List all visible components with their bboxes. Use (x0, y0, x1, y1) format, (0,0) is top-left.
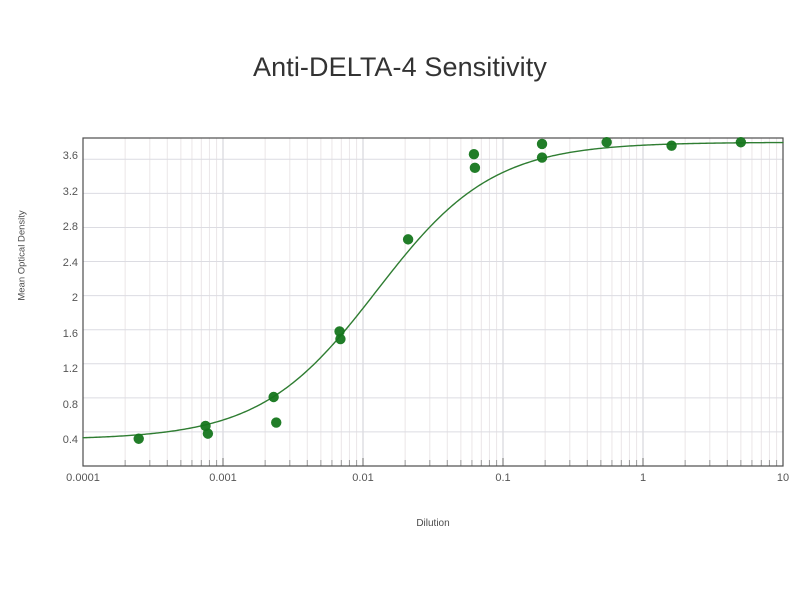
y-tick-label: 0.4 (62, 434, 78, 446)
major-vertical-gridlines (82, 138, 784, 466)
data-point (536, 152, 548, 163)
minor-gridlines (124, 138, 778, 466)
data-point (271, 417, 282, 428)
plot-border (82, 137, 784, 467)
data-point-group (133, 137, 747, 444)
data-point (468, 148, 480, 160)
y-tick-label: 2.8 (62, 221, 78, 233)
x-tick-label: 0.001 (209, 472, 237, 484)
data-point (268, 391, 279, 403)
fit-curve (82, 141, 784, 439)
data-point (402, 234, 414, 245)
data-point (202, 428, 214, 439)
x-axis-title: Dilution (416, 518, 450, 529)
x-tick-label: 0.1 (495, 472, 511, 484)
x-tick-label: 0.0001 (66, 472, 100, 484)
y-axis-tick-labels: 3.6 3.2 2.8 2.4 2 1.6 1.2 0.8 0.4 (16, 0, 78, 600)
y-tick-label: 3.6 (62, 150, 78, 162)
data-point (133, 433, 144, 444)
data-point (334, 326, 345, 337)
x-tick-label: 10 (776, 472, 790, 484)
data-point (601, 137, 612, 148)
y-tick-label: 2 (71, 292, 78, 304)
chart-title: Anti-DELTA-4 Sensitivity (253, 52, 547, 82)
y-tick-label: 2.4 (62, 256, 78, 269)
y-tick-label: 0.8 (62, 398, 78, 411)
x-tick-label: 1 (639, 472, 647, 484)
data-point (335, 333, 346, 345)
data-point (735, 137, 747, 148)
data-point (666, 140, 677, 151)
y-tick-label: 3.2 (62, 185, 78, 198)
data-point (536, 138, 548, 150)
x-tick-label: 0.01 (352, 472, 374, 484)
data-point (469, 162, 481, 174)
horizontal-gridlines (83, 158, 783, 433)
x-axis-minor-ticks (82, 458, 784, 466)
y-tick-label: 1.2 (62, 363, 78, 375)
y-tick-label: 1.6 (62, 327, 78, 340)
